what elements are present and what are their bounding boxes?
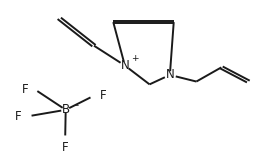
Text: F: F (62, 141, 68, 154)
Text: N: N (120, 59, 129, 72)
Text: B: B (62, 103, 70, 116)
Text: F: F (15, 110, 22, 123)
Text: +: + (131, 54, 139, 63)
Text: F: F (100, 89, 106, 102)
Text: F: F (22, 83, 29, 96)
Text: N: N (166, 68, 174, 81)
Text: −: − (72, 101, 79, 110)
